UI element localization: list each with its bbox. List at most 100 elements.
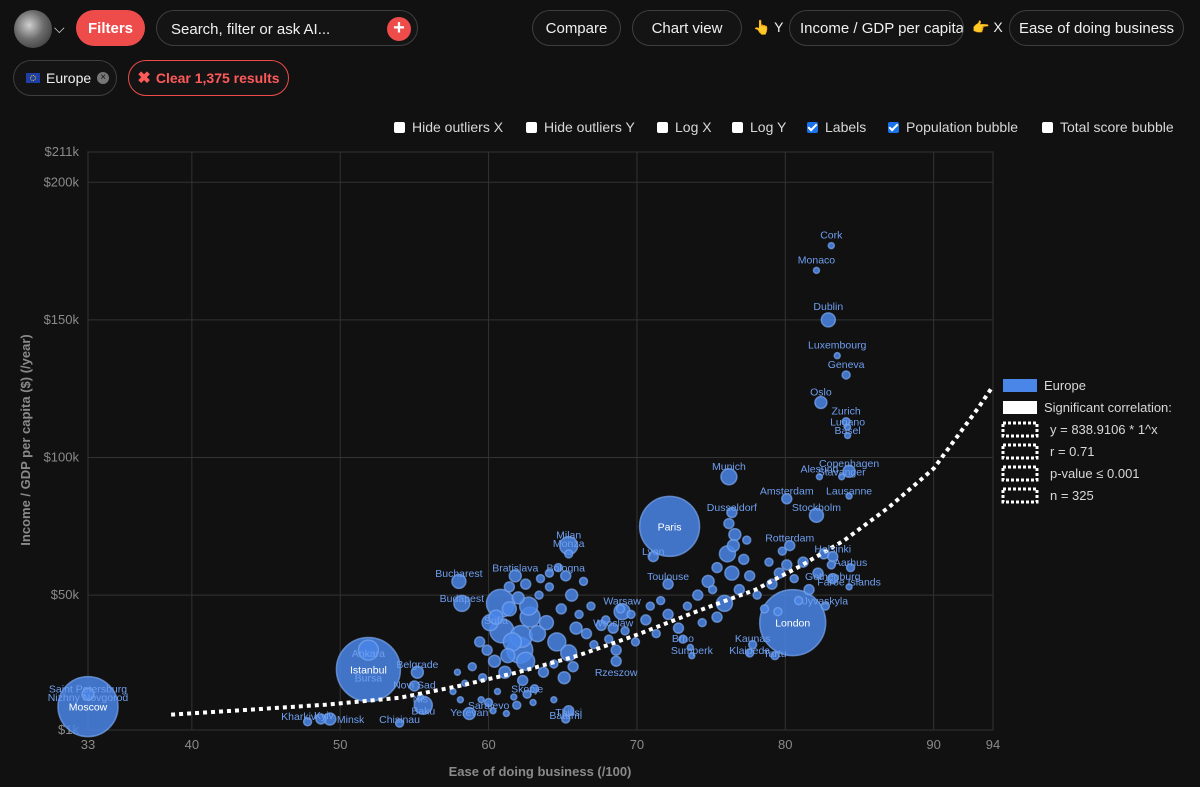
option-label: Labels	[825, 119, 867, 135]
bubble-aarhus	[845, 562, 856, 573]
legend-swatch-eq	[1001, 421, 1039, 438]
bubble-istanbul	[335, 636, 402, 703]
point-label: Helsinki	[814, 543, 851, 555]
option-hide-outliers-x[interactable]: Hide outliers X	[394, 119, 503, 135]
bubble-toulouse	[662, 578, 674, 590]
bubble	[803, 583, 815, 596]
point-label: Paris	[658, 521, 682, 533]
bubble-kharkiv	[302, 716, 313, 727]
legend-r: r = 0.71	[1050, 444, 1094, 459]
bubble-brno	[678, 634, 688, 644]
x-tick-label: 40	[185, 737, 199, 752]
x-metric-select[interactable]: Ease of doing business	[1009, 10, 1184, 46]
bubble	[682, 601, 693, 611]
bubble	[615, 604, 626, 614]
bubble-cork	[827, 241, 836, 250]
bubble	[477, 695, 485, 704]
bubble	[789, 573, 799, 584]
point-label: Lyon	[642, 546, 665, 558]
checkbox[interactable]	[1042, 121, 1053, 133]
chart-view-button[interactable]: Chart view	[632, 10, 742, 46]
bubble-rotterdam	[783, 539, 796, 552]
bubble	[569, 621, 583, 635]
point-label: Toulouse	[647, 571, 689, 583]
option-population-bubble[interactable]: Population bubble	[888, 119, 1018, 135]
bubble	[580, 627, 593, 640]
bubble	[711, 611, 723, 623]
bubble-sumperk	[688, 651, 696, 660]
bubble	[502, 709, 511, 718]
bubble-lyon	[647, 550, 660, 563]
point-label: Gothenburg	[805, 571, 861, 583]
bubble	[528, 624, 547, 643]
option-log-x[interactable]: Log X	[657, 119, 712, 135]
bubble	[620, 626, 630, 636]
point-label: London	[775, 618, 810, 630]
bubble	[773, 606, 783, 617]
bubble	[555, 603, 568, 615]
region-chip-europe[interactable]: Europe ×	[13, 60, 117, 96]
add-filter-plus-icon[interactable]: +	[387, 17, 411, 41]
bubble	[550, 695, 558, 704]
checkbox-checked[interactable]	[888, 121, 899, 133]
option-label: Total score bubble	[1060, 119, 1174, 135]
legend-series-label: Europe	[1044, 378, 1086, 393]
legend-swatch-r	[1001, 443, 1039, 460]
checkbox[interactable]	[394, 121, 405, 133]
point-label: Monza	[553, 538, 585, 550]
bubble-amsterdam	[781, 493, 793, 505]
clear-results-button[interactable]: ✖ Clear 1,375 results	[128, 60, 289, 96]
close-icon: ✖	[137, 70, 151, 87]
bubble	[553, 562, 564, 573]
chevron-down-icon[interactable]: ⌵	[54, 20, 65, 36]
point-label: Budapest	[440, 593, 484, 605]
point-label: Lugano	[830, 417, 865, 429]
bubble	[728, 527, 742, 542]
checkbox[interactable]	[657, 121, 668, 133]
x-tick-label: 50	[333, 737, 347, 752]
bubble	[537, 666, 550, 678]
compare-button[interactable]: Compare	[532, 10, 621, 46]
checkbox-checked[interactable]	[807, 121, 818, 133]
x-tick-label: 33	[81, 737, 95, 752]
x-tick-label: 94	[986, 737, 1000, 752]
y-axis-tag: 👆 Y	[753, 19, 784, 35]
bubbles	[57, 241, 856, 738]
point-label: Nizhny Novgorod	[48, 692, 129, 704]
point-label: Ankara	[352, 648, 385, 660]
bubble	[529, 683, 540, 694]
bubble	[501, 601, 518, 617]
point-label: Yerevan	[450, 707, 488, 719]
option-label: Log Y	[750, 119, 787, 135]
checkbox[interactable]	[526, 121, 537, 133]
bubble-wroclaw	[607, 622, 619, 634]
bubble	[589, 639, 599, 650]
option-log-y[interactable]: Log Y	[732, 119, 786, 135]
bubble	[564, 588, 579, 602]
legend-n: n = 325	[1050, 488, 1094, 503]
bubble-kyiv	[315, 713, 327, 725]
point-label: Klaipeda	[729, 645, 770, 657]
user-avatar[interactable]	[14, 10, 52, 48]
point-label: Munich	[712, 461, 746, 473]
y-metric-select[interactable]: Income / GDP per capita	[789, 10, 964, 46]
bubble	[781, 559, 793, 571]
point-label: Novi Sad	[393, 680, 436, 692]
checkbox[interactable]	[732, 121, 743, 133]
x-tick-label: 90	[926, 737, 940, 752]
bubble	[752, 590, 762, 600]
legend-p: p-value ≤ 0.001	[1050, 466, 1140, 481]
bubble	[826, 560, 837, 570]
option-labels[interactable]: Labels	[807, 119, 866, 135]
option-hide-outliers-y[interactable]: Hide outliers Y	[526, 119, 635, 135]
remove-chip-icon[interactable]: ×	[97, 72, 110, 84]
bubble-monaco	[812, 266, 821, 275]
option-total-score-bubble[interactable]: Total score bubble	[1042, 119, 1174, 135]
bubble	[529, 698, 537, 707]
bubble-oslo	[814, 395, 828, 410]
filters-button[interactable]: Filters	[76, 10, 145, 46]
point-label: Rzeszow	[595, 667, 638, 679]
bubble	[515, 651, 536, 671]
search-input[interactable]	[169, 17, 383, 41]
